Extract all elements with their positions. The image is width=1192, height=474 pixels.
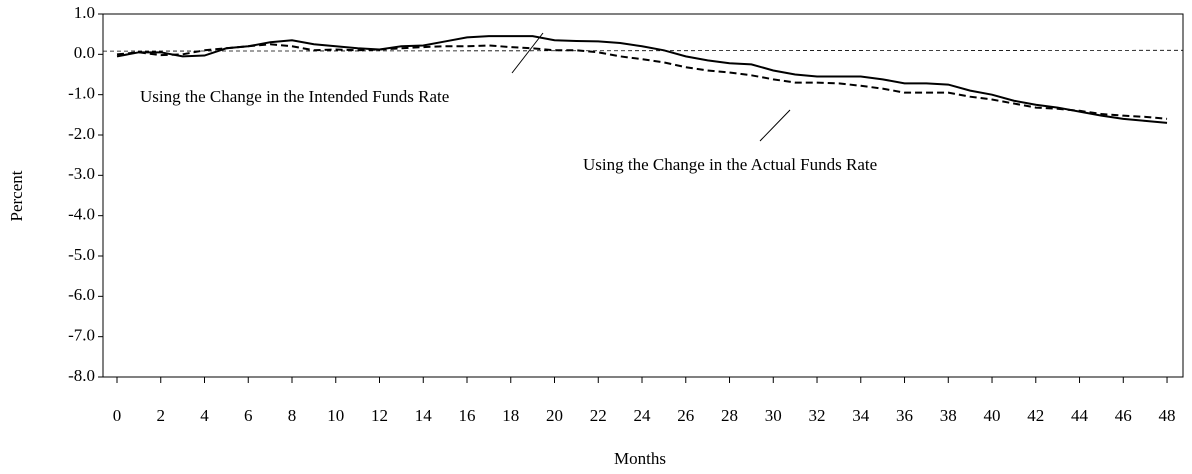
x-tick-label: 14	[415, 406, 433, 425]
x-tick-label: 10	[327, 406, 344, 425]
x-tick-label: 2	[157, 406, 166, 425]
y-tick-label: -8.0	[68, 366, 95, 385]
annotation: Using the Change in the Intended Funds R…	[140, 87, 449, 106]
x-tick-label: 12	[371, 406, 388, 425]
x-tick-label: 8	[288, 406, 297, 425]
y-tick-label: -6.0	[68, 285, 95, 304]
x-tick-label: 30	[765, 406, 782, 425]
x-tick-label: 40	[984, 406, 1001, 425]
y-tick-label: 0.0	[74, 43, 95, 62]
x-tick-label: 28	[721, 406, 738, 425]
x-tick-label: 22	[590, 406, 607, 425]
annotation-leader	[759, 109, 791, 142]
x-tick-label: 18	[502, 406, 519, 425]
y-tick-label: -1.0	[68, 84, 95, 103]
series-line	[116, 43, 1168, 120]
reference-line	[102, 49, 1184, 52]
x-tick-label: 46	[1115, 406, 1132, 425]
x-tick-label: 4	[200, 406, 209, 425]
y-axis-label: Percent	[7, 170, 26, 221]
annotation-leader	[511, 32, 544, 74]
x-tick-label: 16	[459, 406, 476, 425]
x-tick-label: 20	[546, 406, 563, 425]
x-tick-label: 34	[852, 406, 870, 425]
y-tick-label: -5.0	[68, 245, 95, 264]
x-tick-label: 44	[1071, 406, 1089, 425]
x-tick-label: 38	[940, 406, 957, 425]
y-tick-label: -4.0	[68, 205, 95, 224]
series-line	[116, 35, 1168, 124]
x-tick-label: 24	[634, 406, 652, 425]
x-tick-label: 48	[1159, 406, 1176, 425]
x-tick-label: 6	[244, 406, 253, 425]
x-axis-label: Months	[614, 449, 666, 468]
annotation: Using the Change in the Actual Funds Rat…	[583, 155, 877, 174]
y-tick-label: -3.0	[68, 164, 95, 183]
x-tick-label: 36	[896, 406, 913, 425]
y-tick-label: -2.0	[68, 124, 95, 143]
x-tick-label: 32	[809, 406, 826, 425]
y-tick-label: -7.0	[68, 326, 95, 345]
plot-frame	[102, 13, 1184, 378]
y-tick-label: 1.0	[74, 3, 95, 22]
x-tick-label: 26	[677, 406, 694, 425]
x-tick-label: 0	[113, 406, 122, 425]
x-tick-label: 42	[1027, 406, 1044, 425]
